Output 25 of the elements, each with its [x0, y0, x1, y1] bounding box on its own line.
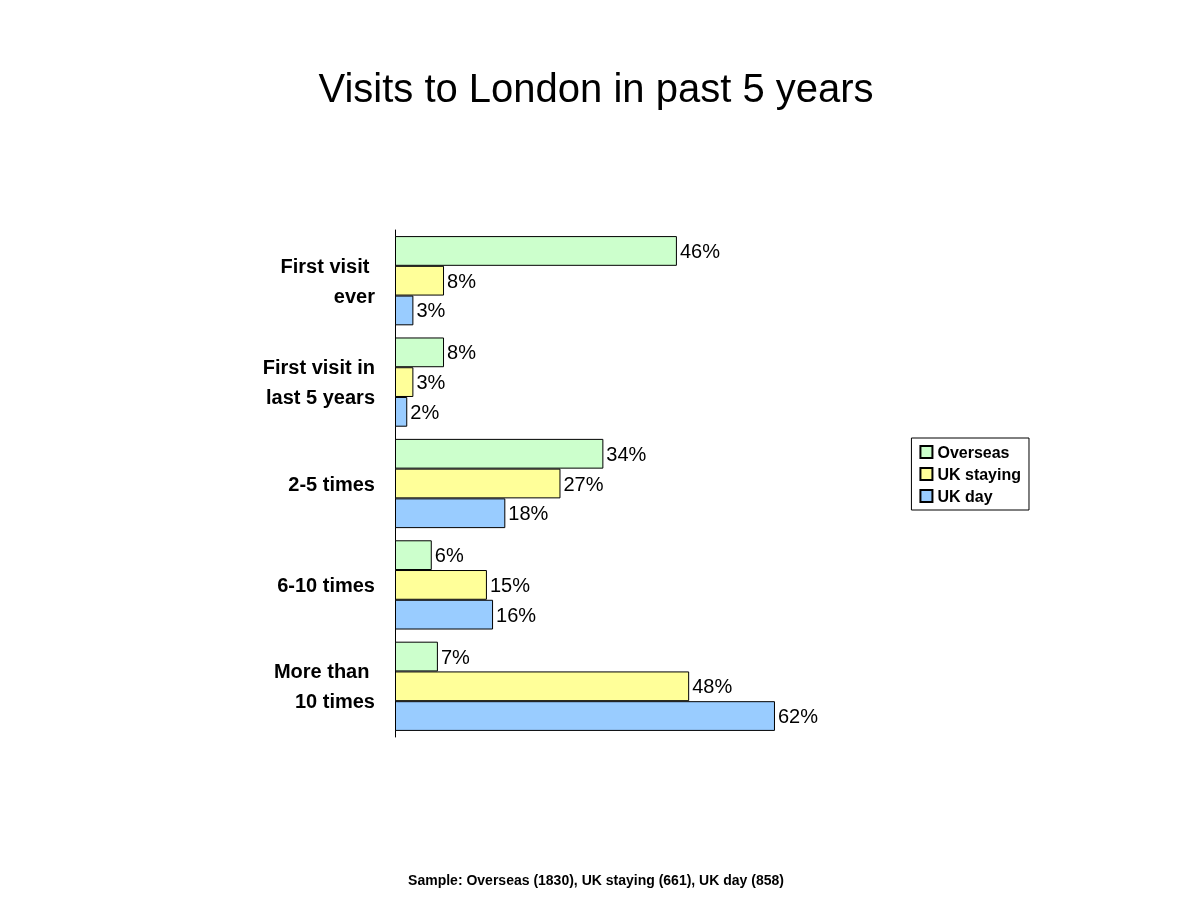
legend-label: UK staying [937, 465, 1022, 483]
data-label: 3% [416, 371, 446, 394]
data-label: 18% [508, 502, 549, 525]
data-label: 15% [489, 573, 531, 596]
data-label: 16% [496, 603, 537, 626]
chart-title: Visits to London in past 5 years [318, 66, 874, 110]
data-label: 48% [692, 675, 733, 698]
data-label: 2% [410, 400, 440, 423]
data-label: 3% [416, 299, 446, 322]
data-label: 8% [447, 269, 477, 292]
legend-label: Overseas [937, 443, 1010, 461]
legend-label: UK day [937, 487, 993, 505]
data-label: 34% [606, 442, 647, 465]
text: Sample: Overseas (1830), UK staying (661), UK day (858) [408, 872, 784, 888]
y-tick-label: First visit ever [280, 254, 376, 307]
y-tick-label: First visit in last 5 years [260, 356, 375, 409]
y-tick-label: 6-10 times [277, 573, 375, 596]
y-tick-label: More than 10 times [273, 660, 375, 713]
y-tick-label: 2-5 times [288, 472, 375, 495]
data-label: 27% [563, 472, 604, 495]
data-label: 7% [440, 645, 471, 668]
data-label: 8% [447, 341, 477, 364]
data-label: 6% [434, 544, 464, 567]
data-label: 62% [777, 705, 819, 728]
data-label: 46% [679, 239, 721, 262]
